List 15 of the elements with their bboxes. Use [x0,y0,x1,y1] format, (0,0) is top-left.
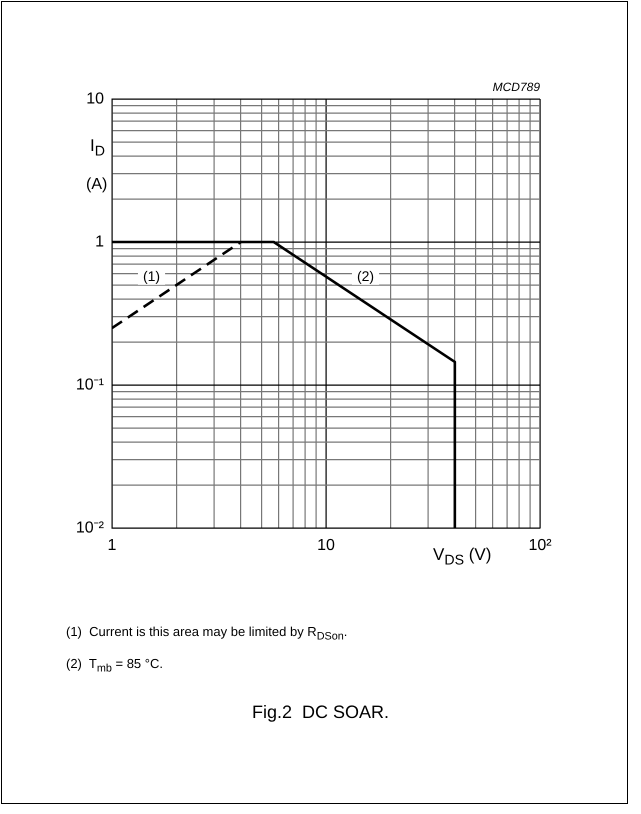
text: MCD789 [492,80,540,94]
text: (1) Current is this area may be limited by R$_{DSon}$. [66,624,348,643]
x-tick-label: 1 [108,537,117,554]
y-tick-label: 10⁻² [76,519,105,536]
y-tick-label: 1 [95,233,104,250]
y-tick-label: 10⁻¹ [76,376,104,394]
y-axis-title: I$_{D}$ (A) [86,136,108,194]
annotation: (2) [356,268,374,284]
y-tick-label: 10 [86,90,104,108]
x-tick-label: 10² [528,537,552,554]
text: (2) T$_{mb}$ = 85 °C. [66,656,163,675]
x-axis-title: V$_{DS}$ (V) [433,545,492,568]
x-tick-label: 10 [317,537,335,554]
text: Fig.2 DC SOAR. [250,702,390,723]
annotation: (1) [142,268,160,284]
